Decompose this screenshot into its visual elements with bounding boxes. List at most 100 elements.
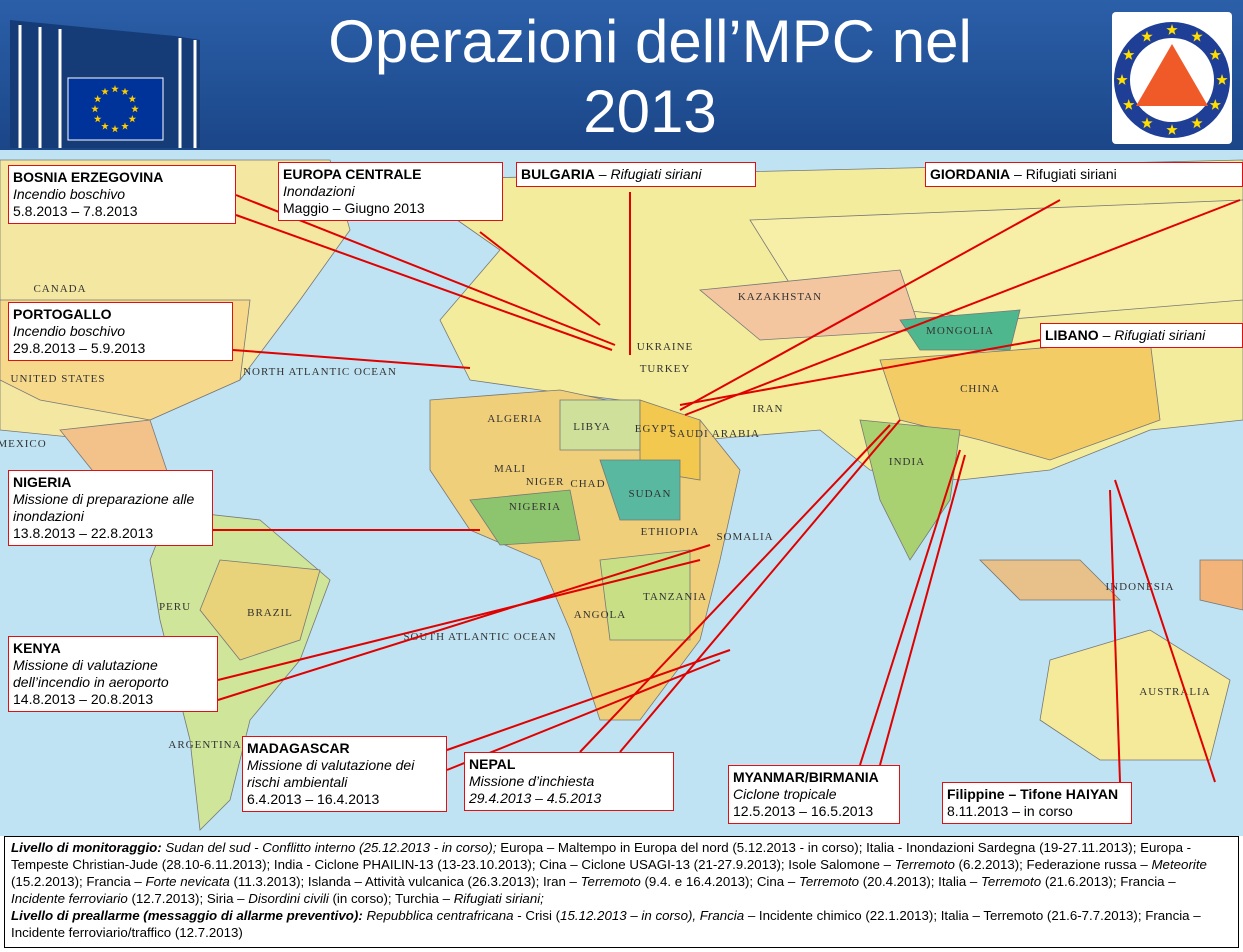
callout-name: EUROPA CENTRALE	[283, 166, 421, 182]
callout-name: MADAGASCAR	[247, 740, 350, 756]
callout-dates: 29.4.2013 – 4.5.2013	[469, 790, 601, 806]
callout-topic: Ciclone tropicale	[733, 786, 837, 802]
separator: –	[1103, 327, 1111, 343]
map-label: IRAN	[753, 403, 784, 415]
map-label: TURKEY	[640, 363, 691, 375]
footer-text: Incidente ferroviario	[11, 891, 128, 906]
callout-topic: Missione di preparazione alle inondazion…	[13, 491, 194, 524]
map-label: AUSTRALIA	[1139, 686, 1210, 698]
map-label: INDIA	[889, 456, 925, 468]
separator: –	[1014, 166, 1022, 182]
footer-text: Meteorite	[1151, 857, 1206, 872]
footer-text: Repubblica centrafricana	[363, 908, 514, 923]
callout-dates: 14.8.2013 – 20.8.2013	[13, 691, 153, 707]
footer-text: 15.12.2013 – in corso), Francia	[560, 908, 744, 923]
callout-topic: Missione di valutazione dell’incendio in…	[13, 657, 169, 690]
footer-text: Disordini civili	[248, 891, 329, 906]
callout: BULGARIA – Rifugiati siriani	[516, 162, 756, 187]
footer-text: Rifugiati siriani;	[454, 891, 544, 906]
footer-text: (12.7.2013); Siria –	[128, 891, 248, 906]
footer-text: (15.2.2013); Francia –	[11, 874, 146, 889]
callout-name: NEPAL	[469, 756, 515, 772]
callout-topic: Missione d’inchiesta	[469, 773, 594, 789]
map-label: ANGOLA	[574, 609, 626, 621]
separator: –	[599, 166, 607, 182]
map-label: CHINA	[960, 383, 1000, 395]
footer-paragraph: Livello di monitoraggio: Sudan del sud -…	[11, 839, 1232, 907]
callout-name: Filippine – Tifone HAIYAN	[947, 786, 1118, 802]
map-label: SOMALIA	[716, 531, 773, 543]
callout: GIORDANIA – Rifugiati siriani	[925, 162, 1243, 187]
map-label: UNITED STATES	[11, 373, 106, 385]
callout: BOSNIA ERZEGOVINAIncendio boschivo5.8.20…	[8, 165, 236, 224]
map-label: PERU	[159, 601, 191, 613]
map-label: ALGERIA	[487, 413, 542, 425]
map-label: MEXICO	[0, 438, 47, 450]
callout: MADAGASCARMissione di valutazione dei ri…	[242, 736, 447, 812]
footer-text: Livello di monitoraggio:	[11, 840, 162, 855]
callout-topic: Missione di valutazione dei rischi ambie…	[247, 757, 414, 790]
footer-text: (9.4. e 16.4.2013); Cina –	[641, 874, 799, 889]
callout-topic: Incendio boschivo	[13, 186, 125, 202]
map-label: TANZANIA	[643, 591, 707, 603]
footer-paragraph: Livello di preallarme (messaggio di alla…	[11, 907, 1232, 941]
map-label: CHAD	[570, 478, 605, 490]
callout-detail: Rifugiati siriani	[1026, 166, 1117, 182]
map-label: NORTH ATLANTIC OCEAN	[243, 366, 397, 378]
footer-text: (in corso); Turchia –	[329, 891, 454, 906]
callout-name: BOSNIA ERZEGOVINA	[13, 169, 163, 185]
slide: CANADANORTH ATLANTIC OCEANBRAZILSOUTH AT…	[0, 0, 1243, 952]
callout-topic: Rifugiati siriani	[610, 166, 701, 182]
callout-dates: 29.8.2013 – 5.9.2013	[13, 340, 145, 356]
callout: LIBANO – Rifugiati siriani	[1040, 323, 1243, 348]
callout-dates: 8.11.2013 – in corso	[947, 803, 1073, 819]
callout-topic: Incendio boschivo	[13, 323, 125, 339]
callout-name: GIORDANIA	[930, 166, 1010, 182]
footer-text: Terremoto	[799, 874, 859, 889]
map-label: CANADA	[33, 283, 86, 295]
footer-text: (21.6.2013); Francia –	[1041, 874, 1176, 889]
slide-title: 2013	[583, 78, 716, 145]
footer-text: Terremoto	[981, 874, 1041, 889]
map-label: SUDAN	[629, 488, 672, 500]
footer-text: (6.2.2013); Federazione russa –	[955, 857, 1152, 872]
footer-note: Livello di monitoraggio: Sudan del sud -…	[4, 836, 1239, 948]
map-label: BRAZIL	[247, 607, 293, 619]
callout-dates: Maggio – Giugno 2013	[283, 200, 425, 216]
callout: NEPALMissione d’inchiesta29.4.2013 – 4.5…	[464, 752, 674, 811]
callout: KENYAMissione di valutazione dell’incend…	[8, 636, 218, 712]
callout-dates: 6.4.2013 – 16.4.2013	[247, 791, 379, 807]
map-label: MONGOLIA	[926, 325, 994, 337]
callout-name: KENYA	[13, 640, 61, 656]
callout-name: BULGARIA	[521, 166, 595, 182]
map-label: KAZAKHSTAN	[738, 291, 822, 303]
callout-name: LIBANO	[1045, 327, 1099, 343]
callout-name: NIGERIA	[13, 474, 71, 490]
footer-text: Livello di preallarme (messaggio di alla…	[11, 908, 363, 923]
map-label: MALI	[494, 463, 526, 475]
map-label: INDONESIA	[1106, 581, 1175, 593]
footer-text: Forte nevicata	[146, 874, 230, 889]
callout-topic: Rifugiati siriani	[1114, 327, 1205, 343]
map-label: ETHIOPIA	[641, 526, 700, 538]
callout-topic: Inondazioni	[283, 183, 355, 199]
map-label: SAUDI ARABIA	[670, 428, 760, 440]
callout-dates: 13.8.2013 – 22.8.2013	[13, 525, 153, 541]
map-label: NIGERIA	[509, 501, 561, 513]
map-label: LIBYA	[573, 421, 610, 433]
footer-text: Terremoto	[581, 874, 641, 889]
ec-building	[10, 20, 200, 148]
footer-text: - Crisi (	[514, 908, 561, 923]
footer-text: (20.4.2013); Italia –	[859, 874, 981, 889]
callout-dates: 5.8.2013 – 7.8.2013	[13, 203, 138, 219]
footer-text: Sudan del sud - Conflitto interno (25.12…	[162, 840, 497, 855]
callout-name: PORTOGALLO	[13, 306, 112, 322]
footer-text: (11.3.2013); Islanda – Attività vulcanic…	[230, 874, 581, 889]
map-label: NIGER	[526, 476, 565, 488]
civil-protection-logo	[1112, 12, 1232, 144]
